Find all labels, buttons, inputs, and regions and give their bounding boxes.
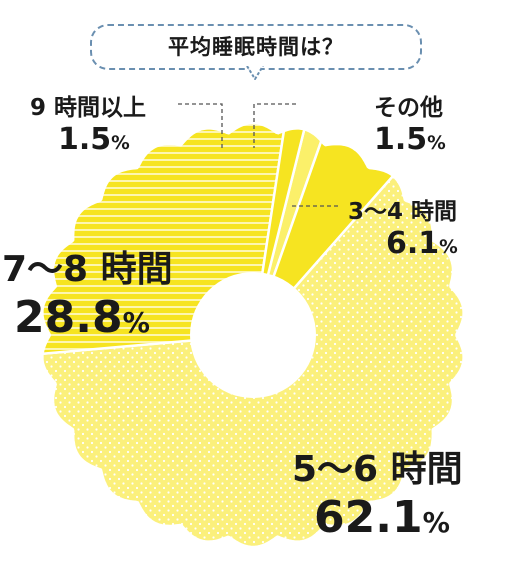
category-label: 9 時間以上: [30, 95, 147, 121]
label-5-6h: 5～6 時間 62.1%: [292, 440, 463, 543]
label-9h-plus: 9 時間以上 1.5%: [30, 88, 146, 157]
percent-label: 62.1%: [314, 492, 450, 543]
leader-line-9h: [178, 103, 223, 148]
bubble-tail: [246, 66, 264, 80]
label-other: その他 1.5%: [374, 88, 446, 157]
percent-label: 6.1%: [386, 226, 458, 261]
leader-line-other: [253, 103, 296, 148]
category-label: その他: [374, 95, 443, 121]
leader-lines: [178, 103, 338, 207]
label-3-4h: 3～4 時間 6.1%: [348, 192, 458, 261]
label-7-8h: 7～8 時間 28.8%: [2, 240, 173, 343]
donut-hole: [190, 272, 316, 398]
chart-title: 平均睡眠時間は？: [168, 35, 344, 59]
percent-label: 28.8%: [14, 292, 150, 343]
category-label: 5～6 時間: [292, 449, 463, 490]
title-bubble: 平均睡眠時間は？: [90, 24, 422, 70]
percent-label: 1.5%: [374, 122, 446, 157]
percent-label: 1.5%: [58, 122, 130, 157]
category-label: 3～4 時間: [348, 199, 458, 225]
category-label: 7～8 時間: [2, 249, 173, 290]
